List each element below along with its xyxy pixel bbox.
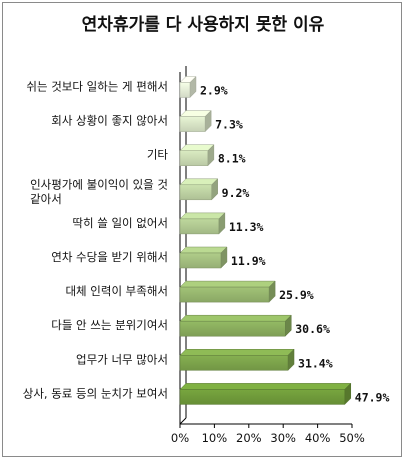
x-tick-label: 50% bbox=[339, 431, 365, 445]
bar-front bbox=[179, 218, 220, 235]
data-label: 11.9% bbox=[231, 254, 266, 268]
bar-front bbox=[179, 252, 222, 269]
bar-front bbox=[179, 150, 209, 166]
bar bbox=[179, 348, 295, 371]
bar-front bbox=[179, 355, 289, 371]
bar-front bbox=[179, 389, 346, 405]
chart-title: 연차휴가를 다 사용하지 못한 이유 bbox=[81, 15, 325, 35]
data-label: 30.6% bbox=[295, 322, 330, 336]
bar bbox=[179, 178, 219, 201]
bar bbox=[179, 314, 292, 337]
bar bbox=[179, 212, 226, 235]
bar bbox=[179, 246, 228, 269]
category-label: 대체 인력이 부족해서 bbox=[65, 284, 168, 298]
bar-top bbox=[179, 280, 276, 288]
bar-top bbox=[179, 314, 292, 322]
bar-front bbox=[179, 320, 286, 337]
data-label: 25.9% bbox=[279, 288, 314, 302]
x-tick-label: 10% bbox=[202, 431, 228, 445]
data-label: 2.9% bbox=[200, 84, 228, 98]
bar bbox=[179, 75, 197, 99]
category-label-line2: 같아서 bbox=[30, 192, 62, 206]
category-label: 딱히 쓸 일이 없어서 bbox=[72, 216, 168, 230]
data-label: 31.4% bbox=[298, 356, 333, 370]
bar bbox=[179, 144, 215, 167]
data-label: 47.9% bbox=[355, 390, 390, 404]
category-label: 기타 bbox=[147, 148, 169, 162]
chart-labels: 0% 10% 20% 30% 40% 50% 2.9% 쉬는 것보다 일하는 게 편해서 7.3… bbox=[23, 80, 390, 446]
bar bbox=[179, 109, 212, 133]
bar-front bbox=[179, 184, 212, 201]
category-label: 업무가 너무 많아서 bbox=[76, 352, 168, 366]
bar-top bbox=[179, 246, 228, 254]
bar-front bbox=[179, 286, 270, 303]
category-label: 상사, 동료 등의 눈치가 보여서 bbox=[23, 386, 168, 400]
chart-bars bbox=[179, 75, 352, 406]
x-tick-label: 20% bbox=[236, 431, 262, 445]
bar-top bbox=[179, 178, 219, 186]
category-label: 연차 수당을 받기 위해서 bbox=[51, 250, 168, 264]
x-tick-label: 40% bbox=[305, 431, 331, 445]
x-tick-label: 0% bbox=[171, 431, 189, 445]
x-tick-label: 30% bbox=[270, 431, 296, 445]
bar bbox=[179, 280, 276, 303]
data-label: 11.3% bbox=[229, 220, 264, 234]
bar-top bbox=[179, 349, 295, 356]
axis-corner-line bbox=[179, 417, 187, 425]
data-label: 7.3% bbox=[215, 118, 243, 132]
bar-front bbox=[179, 116, 206, 132]
bar-front bbox=[179, 82, 191, 98]
data-label: 8.1% bbox=[218, 152, 246, 166]
bar bbox=[179, 382, 352, 406]
data-label: 9.2% bbox=[222, 186, 250, 200]
category-label: 회사 상황이 좋지 않아서 bbox=[51, 114, 168, 128]
bar-top bbox=[179, 383, 352, 390]
bar-top bbox=[179, 212, 226, 220]
category-label: 인사평가에 불이익이 있을 것 bbox=[30, 177, 168, 191]
category-label: 쉬는 것보다 일하는 게 편해서 bbox=[26, 80, 168, 94]
category-label: 다들 안 쓰는 분위기여서 bbox=[51, 318, 168, 332]
